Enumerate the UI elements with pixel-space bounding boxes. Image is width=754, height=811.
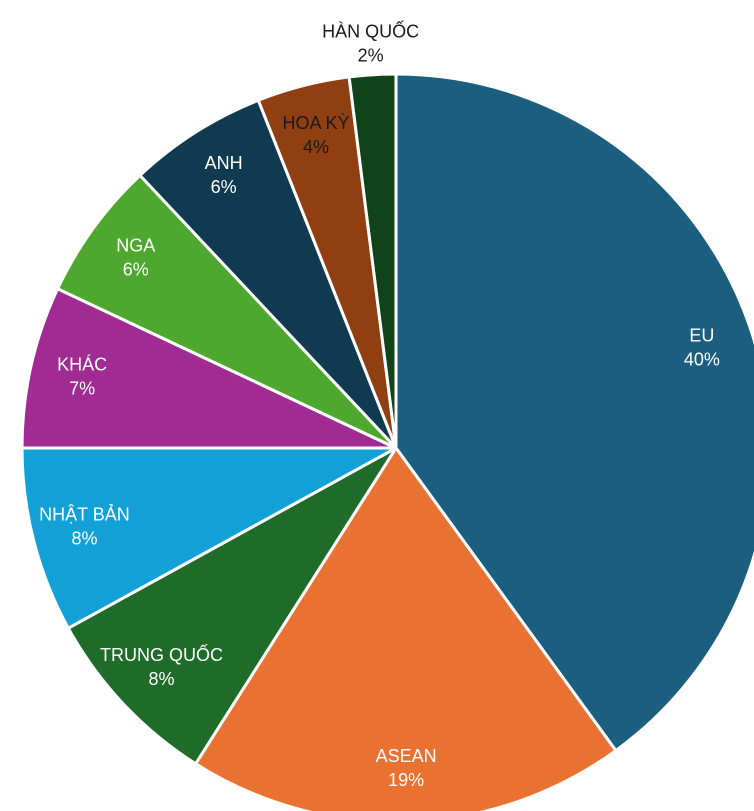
slice-label: ANH (205, 153, 243, 173)
pie-slice (66, 446, 398, 766)
pie-slice (347, 72, 398, 449)
slice-value-label: 8% (149, 669, 175, 689)
slice-label: HÀN QUỐC (322, 21, 419, 42)
slice-value-label: 6% (211, 177, 237, 197)
pie-slice (20, 286, 397, 450)
pie-slice (137, 98, 398, 450)
slice-label: HOA KỲ (282, 113, 349, 133)
pie-slice (55, 173, 398, 450)
slice-label: TRUNG QUỐC (100, 644, 223, 665)
slice-value-label: 40% (684, 349, 720, 369)
slice-value-label: 2% (358, 46, 384, 66)
slice-label: ASEAN (376, 746, 437, 766)
slice-value-label: 4% (303, 137, 329, 157)
pie-slice (394, 72, 754, 753)
slice-value-label: 6% (123, 260, 149, 280)
pie-slice (193, 445, 618, 811)
slice-label: EU (689, 325, 714, 345)
slice-value-label: 8% (71, 529, 97, 549)
pie-slice (20, 446, 397, 631)
slice-label: KHÁC (57, 355, 107, 375)
slice-label: NHẬT BẢN (39, 504, 130, 525)
slice-label: NGA (116, 236, 155, 256)
slice-value-label: 7% (69, 379, 95, 399)
slice-value-label: 19% (388, 770, 424, 790)
